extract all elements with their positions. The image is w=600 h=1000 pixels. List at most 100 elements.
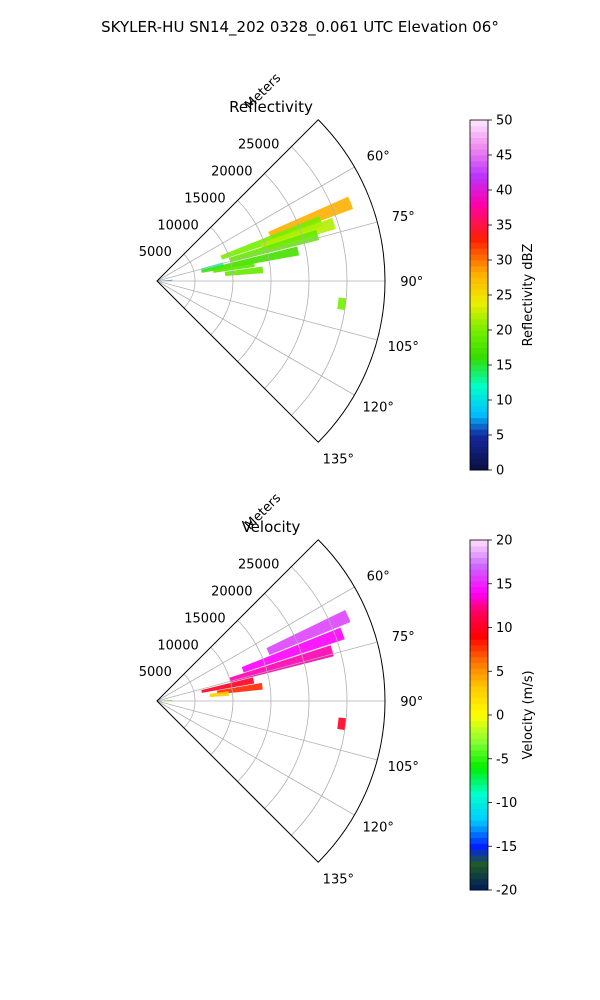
sector-frame — [156, 119, 386, 443]
colorbar-segment — [470, 785, 488, 792]
colorbar-segment — [470, 295, 488, 302]
colorbar-tick-label: -15 — [496, 840, 517, 855]
colorbar-tick-label: 20 — [496, 324, 513, 339]
colorbar-tick-label: 20 — [496, 534, 513, 549]
echo-gate — [337, 717, 347, 731]
echo-gate — [212, 260, 255, 273]
colorbar-segment — [470, 872, 488, 879]
colorbar-segment — [470, 435, 488, 442]
grid-spoke — [156, 700, 355, 816]
colorbar-segment — [470, 703, 488, 710]
colorbar-segment — [470, 429, 488, 436]
echo-layer — [160, 196, 354, 311]
echo-gate — [229, 645, 334, 683]
colorbar-tick-label: 40 — [496, 184, 513, 199]
colorbar-segment — [470, 190, 488, 197]
colorbar-segment — [470, 236, 488, 243]
colorbar-segment — [470, 598, 488, 605]
colorbar-segment — [470, 376, 488, 383]
radial-tick-label: 10000 — [157, 218, 198, 233]
colorbar-segment — [470, 464, 488, 471]
colorbar-segment — [470, 400, 488, 407]
colorbar-segment — [470, 195, 488, 203]
radial-tick-label: 10000 — [157, 638, 198, 653]
colorbar-segment — [470, 184, 488, 191]
colorbar-segment — [470, 575, 488, 582]
colorbar-label: Reflectivity dBZ — [521, 244, 536, 347]
radial-tick-label: 25000 — [238, 138, 279, 153]
colorbar-segment — [470, 265, 488, 273]
colorbar-segment — [470, 621, 488, 628]
colorbar-segment — [470, 610, 488, 617]
colorbar-segment — [470, 172, 488, 179]
angle-tick-label: 90° — [400, 695, 423, 710]
colorbar-segment — [470, 709, 488, 716]
grid-spoke — [156, 586, 355, 702]
colorbar: 0 5 10 15 20 25 30 35 40 45 50 Reflectivity dBZ — [469, 114, 536, 479]
colorbar-segment — [470, 330, 488, 337]
colorbar-segment — [470, 166, 488, 173]
colorbar-segment — [470, 230, 488, 238]
panel-title: Velocity — [242, 518, 301, 536]
colorbar-tick-label: 25 — [496, 289, 513, 304]
colorbar-segment — [470, 160, 488, 168]
angle-tick-label: 105° — [388, 340, 419, 355]
angle-tick-label: 90° — [400, 275, 423, 290]
colorbar-segment — [470, 715, 488, 722]
colorbar-segment — [470, 855, 488, 862]
angle-tick-label: 75° — [392, 630, 415, 645]
colorbar-segment — [470, 796, 488, 803]
colorbar-segment — [470, 149, 488, 156]
colorbar-segment — [470, 335, 488, 343]
colorbar-segment — [470, 120, 488, 127]
colorbar-segment — [470, 125, 488, 133]
colorbar-segment — [470, 283, 488, 290]
colorbar-segment — [470, 312, 488, 319]
colorbar-segment — [470, 592, 488, 599]
angle-tick-label: 60° — [367, 570, 390, 585]
radial-tick-label: 25000 — [238, 558, 279, 573]
colorbar-segment — [470, 767, 488, 774]
panel-reflectivity: 500010000150002000025000Meters60°75°90°1… — [139, 71, 536, 479]
grid-spoke — [156, 280, 355, 396]
colorbar-segment — [470, 137, 488, 144]
colorbar-segment — [470, 633, 488, 640]
colorbar-segment — [470, 569, 488, 576]
colorbar-segment — [470, 452, 488, 459]
colorbar-segment — [470, 580, 488, 588]
angle-tick-label: 105° — [388, 760, 419, 775]
colorbar-segment — [470, 744, 488, 751]
colorbar-segment — [470, 405, 488, 413]
radial-tick-label: 5000 — [139, 245, 172, 260]
angle-tick-label: 120° — [363, 400, 394, 415]
colorbar-segment — [470, 563, 488, 570]
radial-tick-label: 20000 — [211, 165, 252, 180]
colorbar-segment — [470, 750, 488, 757]
angle-tick-label: 120° — [363, 820, 394, 835]
colorbar-segment — [470, 318, 488, 325]
colorbar-segment — [470, 440, 488, 448]
colorbar-segment — [470, 365, 488, 372]
colorbar-segment — [470, 627, 488, 634]
colorbar-tick-label: 35 — [496, 219, 513, 234]
colorbar-segment — [470, 761, 488, 768]
echo-gate — [229, 229, 320, 263]
colorbar-segment — [470, 417, 488, 424]
colorbar-segment — [470, 790, 488, 798]
radial-tick-label: 15000 — [184, 611, 225, 626]
colorbar-label: Velocity (m/s) — [521, 670, 536, 759]
colorbar-segment — [470, 738, 488, 745]
colorbar-segment — [470, 680, 488, 687]
colorbar-segment — [470, 604, 488, 611]
colorbar-segment — [470, 388, 488, 395]
colorbar-segment — [470, 341, 488, 348]
colorbar-segment — [470, 306, 488, 313]
colorbar-segment — [470, 639, 488, 646]
echo-gate — [337, 297, 347, 311]
colorbar-tick-label: 0 — [496, 464, 504, 479]
colorbar-tick-label: 0 — [496, 709, 504, 724]
colorbar-segment — [470, 254, 488, 261]
grid-spoke — [156, 221, 378, 282]
colorbar-segment — [470, 359, 488, 366]
colorbar-segment — [470, 201, 488, 208]
